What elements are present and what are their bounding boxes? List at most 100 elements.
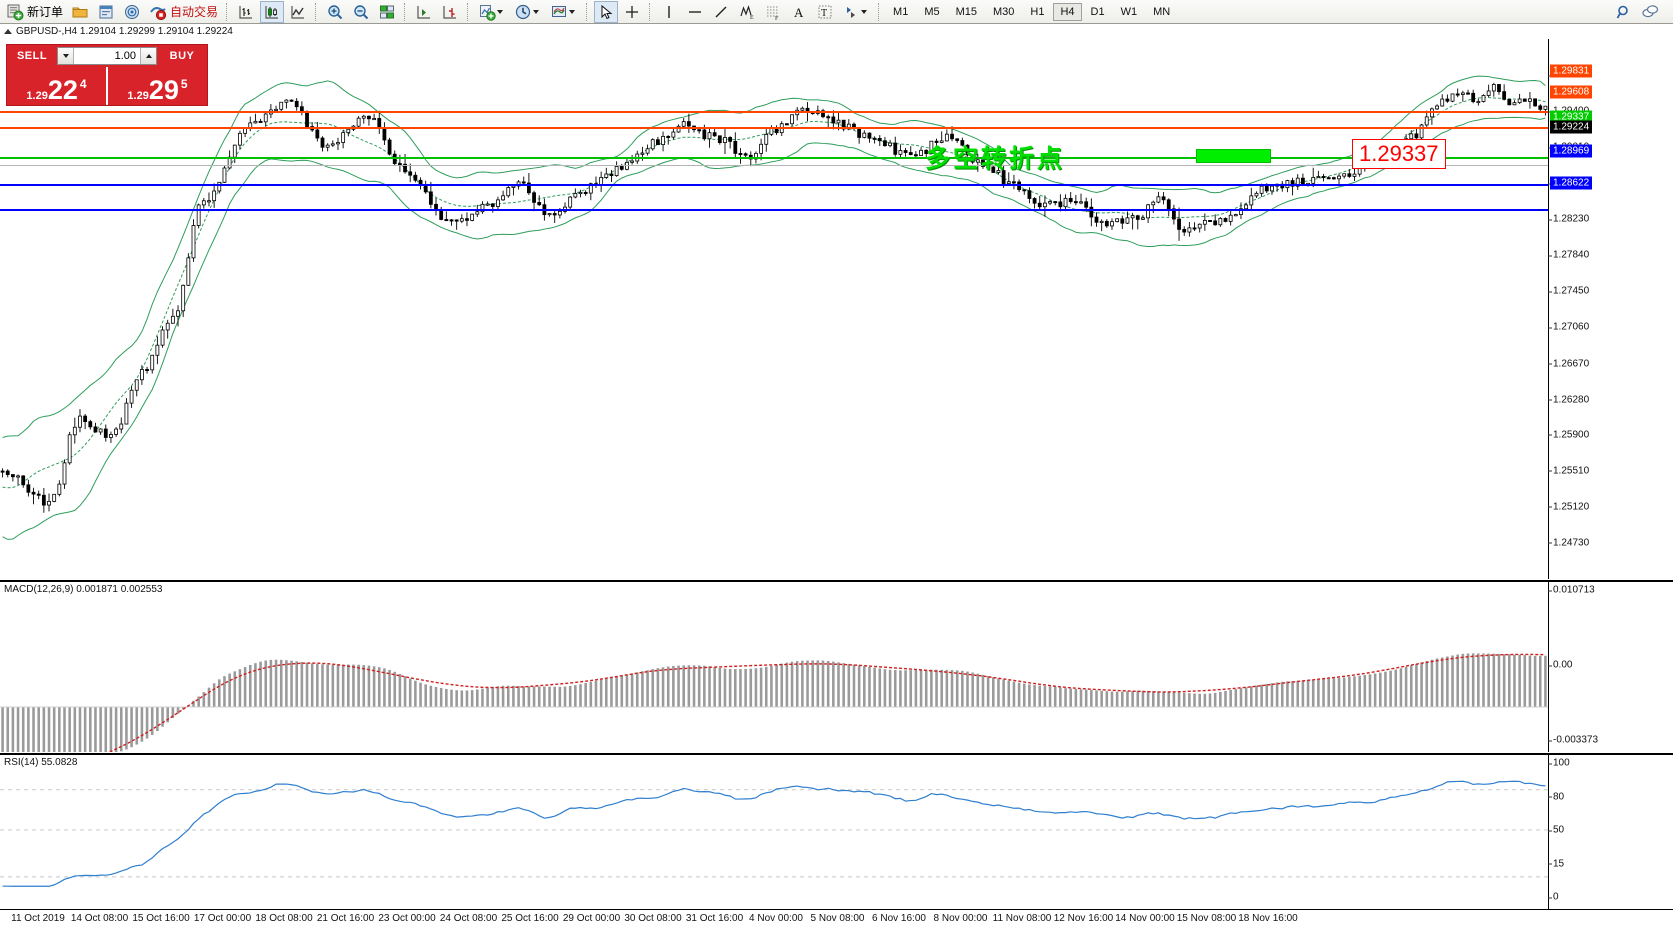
chat-button[interactable] [1638,1,1662,23]
candlestick-series [0,75,1548,540]
shift-end-button[interactable] [412,1,436,23]
sell-price-point: 4 [79,77,87,91]
volume-stepper[interactable]: 1.00 [57,47,157,65]
text-label-button[interactable]: T [813,1,837,23]
shapes-icon [847,6,856,18]
crosshair-button[interactable] [620,1,644,23]
auto-scroll-button[interactable] [438,1,462,23]
time-axis-tick: 4 Nov 00:00 [749,913,803,924]
shapes-dropdown-arrow[interactable] [861,9,868,14]
new-order-button[interactable]: 新订单 [3,1,66,23]
price-annotation-label[interactable]: 1.29337 [1352,139,1446,169]
shapes-button[interactable] [839,1,873,23]
price-plot[interactable]: 多空转折点 1.29337 [0,39,1548,579]
price-axis[interactable]: 1.297901.294001.290101.286201.282301.278… [1547,39,1673,579]
support-line-2[interactable] [0,209,1548,211]
highlight-box[interactable] [1196,149,1271,163]
toolbar-separator-2 [315,2,318,21]
rsi-axis-tick: 15 [1547,858,1565,869]
timeframe-button-m5[interactable]: M5 [924,5,940,18]
volume-increase-button[interactable] [140,48,156,64]
sell-price-display[interactable]: 1.29 22 4 [7,67,106,105]
time-axis-tick: 15 Nov 08:00 [1176,913,1237,924]
rsi-plot[interactable] [0,755,1548,909]
autotrade-button[interactable]: 自动交易 [146,1,221,23]
candlestick-chart-button[interactable] [260,0,285,23]
price-badge-pivot-line[interactable]: 1.29337 [1550,110,1593,124]
resistance-line-1[interactable] [0,111,1548,113]
volume-input[interactable]: 1.00 [114,50,136,62]
data-window-icon [99,5,113,18]
text-button[interactable]: A [787,1,811,23]
autotrade-icon [150,6,167,20]
time-axis-tick: 15 Oct 16:00 [132,913,190,924]
period-button[interactable] [511,1,545,23]
text-icon: A [794,5,804,20]
price-axis-tick: 1.24730 [1547,537,1590,549]
time-axis[interactable]: 11 Oct 2019 14 Oct 08:00 15 Oct 16:00 17 Oc… [0,909,1673,929]
time-axis-tick: 11 Oct 2019 [11,913,65,924]
timeframe-button-m1[interactable]: M1 [893,5,909,18]
indicators-dropdown-arrow[interactable] [497,9,504,14]
toolbar-separator-3 [404,2,407,21]
tile-windows-button[interactable] [375,1,399,23]
timeframe-button-m30[interactable]: M30 [993,5,1015,18]
sell-price-main: 22 [47,75,78,105]
timeframe-button-w1[interactable]: W1 [1120,5,1138,18]
line-chart-button[interactable] [286,1,310,23]
crosshair-icon [626,5,639,18]
macd-axis[interactable]: 0.010713 0.00 -0.003373 [1547,582,1673,752]
price-badge-support-line[interactable]: 1.28622 [1550,176,1593,190]
search-icon [1616,5,1628,18]
time-axis-tick: 31 Oct 16:00 [685,913,744,924]
horizontal-line-button[interactable] [683,1,707,23]
bar-chart-button[interactable] [234,1,258,23]
trendline-button[interactable] [709,1,733,23]
signals-button[interactable] [120,1,144,23]
vline-icon [668,5,670,18]
price-axis-tick: 1.25120 [1547,501,1590,513]
elliott-wave-button[interactable]: E [735,1,759,23]
time-axis-tick: 17 Oct 00:00 [193,913,252,924]
timeframe-button-mn[interactable]: MN [1153,5,1171,18]
zoom-out-button[interactable] [349,1,373,23]
timeframe-button-h1[interactable]: H1 [1030,5,1045,18]
indicators-button[interactable] [475,1,509,23]
cursor-button[interactable] [594,0,619,23]
chat-icon [1642,4,1659,17]
turning-point-annotation[interactable]: 多空转折点 [925,144,1066,173]
data-window-button[interactable] [94,1,118,23]
folder-button[interactable] [68,1,92,23]
toolbar-separator-6 [649,2,652,21]
volume-dropdown-button[interactable] [58,48,74,64]
macd-pane[interactable]: MACD(12,26,9) 0.001871 0.002553 0.010713… [0,580,1673,752]
price-pane[interactable]: 多空转折点 1.29337 1.297901.294001.290101.286… [0,39,1673,579]
time-axis-tick: 21 Oct 16:00 [316,913,375,924]
signals-icon [125,4,140,19]
price-badge-last-price[interactable]: 1.29224 [1550,120,1593,134]
templates-dropdown-arrow[interactable] [569,9,576,14]
buy-button[interactable]: BUY [169,50,195,62]
timeframe-button-m15[interactable]: M15 [955,5,977,18]
rsi-pane[interactable]: RSI(14) 55.0828 100 80 50 15 0 11 Oct 2019 14… [0,753,1673,929]
templates-button[interactable] [547,1,581,23]
one-click-trading-panel[interactable]: SELL 1.00 BUY 1.29 22 4 1.29 29 5 [6,44,208,106]
timeframe-button-d1[interactable]: D1 [1090,5,1105,18]
sell-button[interactable]: SELL [16,50,48,62]
price-badge-resistance-line[interactable]: 1.29608 [1550,85,1593,99]
price-badge-support-line[interactable]: 1.28969 [1550,144,1593,158]
support-line-1[interactable] [0,184,1548,186]
buy-price-display[interactable]: 1.29 29 5 [106,67,207,105]
macd-plot[interactable] [0,582,1548,752]
fibonacci-button[interactable]: F [761,1,785,23]
period-dropdown-arrow[interactable] [533,9,540,14]
zoom-in-button[interactable] [323,1,347,23]
pivot-line[interactable] [0,157,1548,159]
search-button[interactable] [1612,1,1636,23]
rsi-axis[interactable]: 100 80 50 15 0 [1547,755,1673,909]
timeframe-button-h4[interactable]: H4 [1053,2,1082,21]
price-badge-resistance-line[interactable]: 1.29831 [1550,64,1593,78]
vertical-line-button[interactable] [657,1,681,23]
collapse-triangle-icon[interactable] [4,29,12,34]
resistance-line-2[interactable] [0,127,1548,129]
